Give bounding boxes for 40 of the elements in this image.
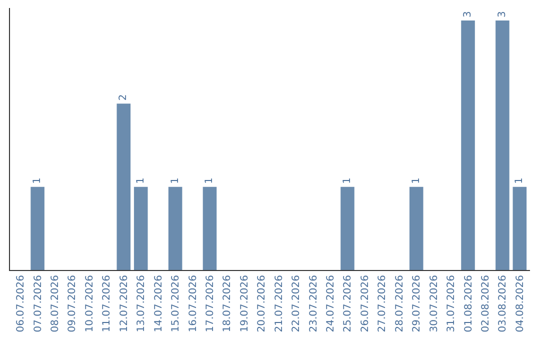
data-label: 2 — [118, 94, 130, 101]
x-tick-label: 27.07.2026 — [377, 275, 388, 332]
data-label: 3 — [496, 11, 508, 18]
x-tick-label: 06.07.2026 — [16, 275, 27, 332]
x-tick-label: 09.07.2026 — [67, 275, 78, 332]
x-tick-label: 28.07.2026 — [394, 275, 406, 332]
x-tick-label: 01.08.2026 — [463, 275, 474, 332]
x-tick-label: 19.07.2026 — [239, 275, 250, 332]
data-label: 1 — [32, 177, 44, 184]
x-tick-label: 26.07.2026 — [360, 275, 371, 332]
x-tick-label: 21.07.2026 — [274, 275, 285, 332]
x-tick-label: 07.07.2026 — [32, 275, 44, 332]
x-tick-label: 29.07.2026 — [412, 275, 423, 332]
data-label: 1 — [514, 177, 526, 184]
x-tick-label: 23.07.2026 — [308, 275, 320, 332]
x-tick-label: 22.07.2026 — [291, 275, 302, 332]
x-tick-label: 18.07.2026 — [222, 275, 234, 332]
data-label: 1 — [342, 177, 353, 184]
x-tick-label: 16.07.2026 — [188, 275, 199, 332]
x-tick-label: 20.07.2026 — [256, 275, 268, 332]
x-tick-label: 11.07.2026 — [102, 275, 113, 332]
x-tick-label: 04.08.2026 — [514, 275, 526, 332]
data-label: 1 — [170, 177, 181, 184]
data-label: 1 — [135, 177, 146, 184]
x-tick-label: 12.07.2026 — [118, 275, 130, 332]
x-tick-label: 14.07.2026 — [153, 275, 164, 332]
x-tick-label: 17.07.2026 — [204, 275, 216, 332]
data-label: 1 — [204, 177, 216, 184]
x-tick-label: 30.07.2026 — [428, 275, 440, 332]
x-tick-label: 15.07.2026 — [170, 275, 182, 332]
x-tick-label: 03.08.2026 — [498, 275, 509, 332]
x-tick-label: 24.07.2026 — [326, 275, 337, 332]
x-tick-label: 13.07.2026 — [136, 275, 148, 332]
x-tick-label: 02.08.2026 — [480, 275, 492, 332]
x-tick-label: 31.07.2026 — [446, 275, 458, 332]
x-tick-label: 08.07.2026 — [50, 275, 62, 332]
x-tick-label: 10.07.2026 — [84, 275, 96, 332]
x-tick-label: 25.07.2026 — [342, 275, 354, 332]
data-label: 1 — [410, 177, 422, 184]
data-label: 3 — [462, 11, 474, 18]
